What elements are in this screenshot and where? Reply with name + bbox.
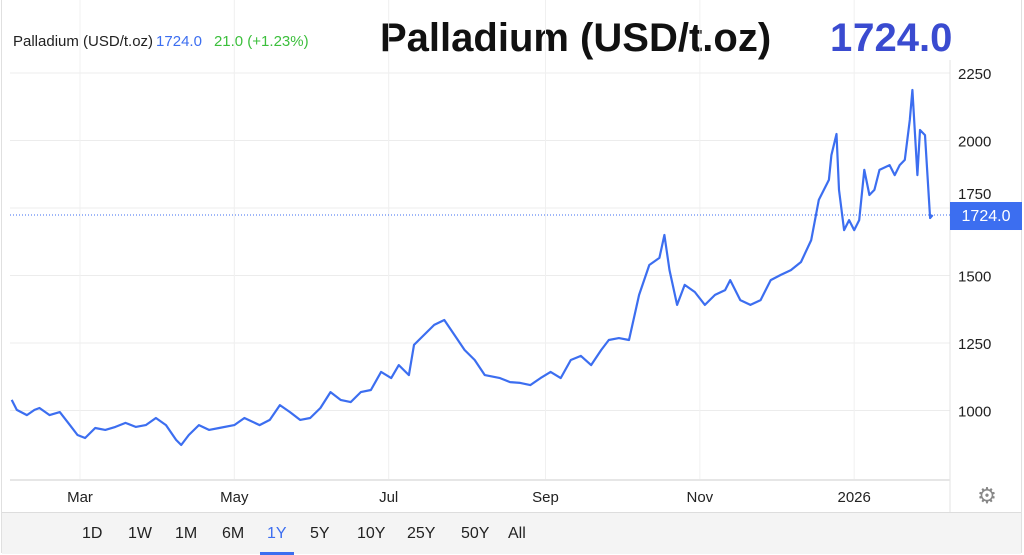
y-axis: 1000 1250 1500 1750 2000 2250	[958, 66, 991, 420]
x-axis: Mar May Jul Sep Nov 2026	[67, 489, 871, 506]
x-tick-label: Mar	[67, 489, 93, 506]
current-price: 1724.0	[830, 16, 953, 60]
range-button-50y[interactable]: 50Y	[461, 525, 490, 542]
x-tick-label: 2026	[837, 489, 870, 506]
chart-legend: Palladium (USD/t.oz) 1724.0 21.0 (+1.23%)	[13, 33, 309, 50]
price-series-line	[10, 88, 934, 447]
price-chart[interactable]: 1000 1250 1500 1750 2000 2250 Mar May Jul Sep Nov…	[0, 0, 1024, 512]
legend-change: 21.0 (+1.23%)	[213, 33, 309, 50]
range-button-1y[interactable]: 1Y	[260, 525, 294, 555]
range-button-1w[interactable]: 1W	[128, 525, 152, 542]
x-tick-label: Sep	[532, 489, 559, 506]
range-button-all[interactable]: All	[508, 525, 526, 542]
y-tick-label: 2250	[958, 66, 991, 83]
x-tick-label: Jul	[379, 489, 398, 506]
last-price-badge	[950, 202, 1022, 231]
range-button-5y[interactable]: 5Y	[310, 525, 330, 542]
range-button-1m[interactable]: 1M	[175, 525, 198, 542]
range-button-1d[interactable]: 1D	[82, 525, 103, 542]
y-tick-label: 1000	[958, 403, 991, 420]
x-tick-label: Nov	[687, 489, 714, 506]
legend-name: Palladium (USD/t.oz)	[13, 33, 154, 50]
legend-last-value: 1724.0	[156, 33, 202, 50]
y-tick-label: 1500	[958, 268, 991, 285]
y-tick-label: 1750	[958, 186, 991, 203]
x-tick-label: May	[220, 489, 249, 506]
last-price-badge-label: 1724.0	[962, 208, 1011, 225]
y-tick-label: 1250	[958, 336, 991, 353]
page-title: Palladium (USD/t.oz)	[380, 16, 772, 60]
range-button-25y[interactable]: 25Y	[407, 525, 436, 542]
gear-icon[interactable]: ⚙	[977, 483, 997, 508]
range-button-10y[interactable]: 10Y	[357, 525, 386, 542]
y-tick-label: 2000	[958, 133, 991, 150]
range-button-6m[interactable]: 6M	[222, 525, 245, 542]
grid	[10, 0, 950, 480]
range-selector: 1D 1W 1M 6M 1Y 5Y 10Y 25Y 50Y All	[2, 512, 1021, 555]
